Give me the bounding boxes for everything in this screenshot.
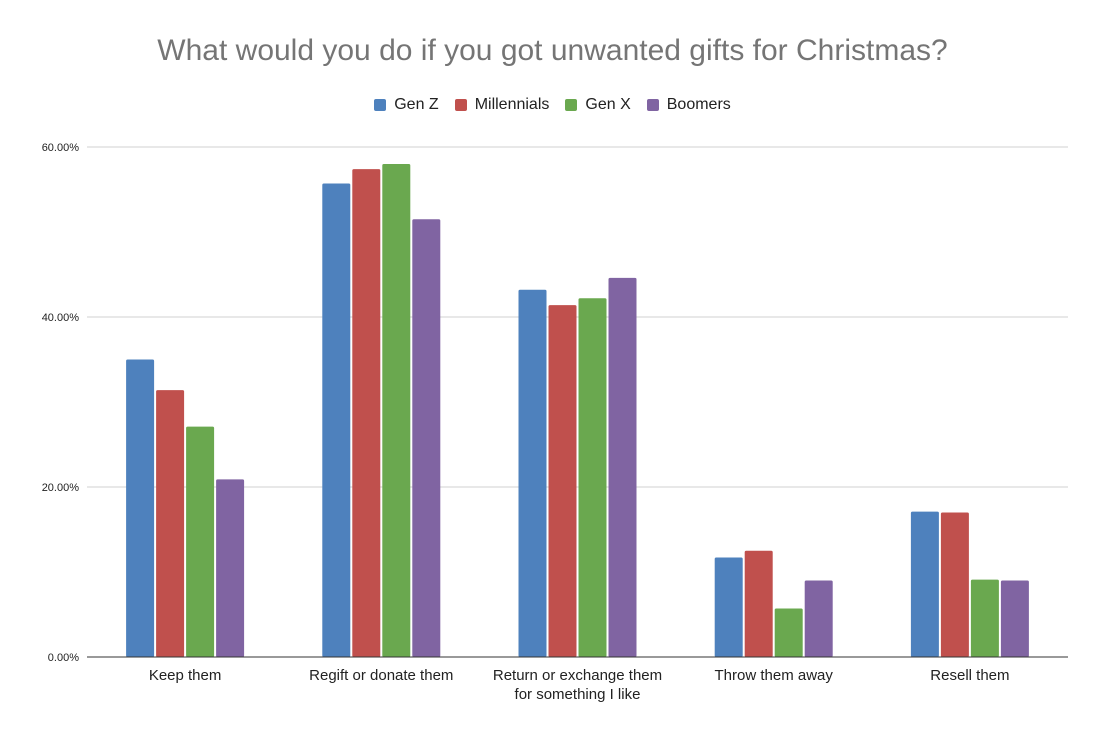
x-tick-label: Regift or donate them [309, 667, 453, 684]
legend-label-gen-z: Gen Z [394, 96, 439, 113]
bar-gen-x [578, 298, 607, 657]
y-tick-label: 40.00% [42, 312, 80, 324]
legend-swatch-millennials [454, 99, 467, 111]
y-tick-label: 20.00% [42, 482, 80, 494]
legend-label-millennials: Millennials [474, 96, 550, 113]
legend-item-boomers[interactable]: Boomers [646, 96, 731, 114]
y-tick-label: 0.00% [48, 652, 79, 664]
bar-gen-x [970, 579, 999, 657]
bar-boomers [1000, 580, 1029, 657]
legend: Gen Z Millennials Gen X Boomers [0, 96, 1105, 114]
bar-boomers [216, 479, 245, 657]
x-tick-label: Resell them [930, 667, 1009, 684]
legend-swatch-boomers [646, 99, 659, 111]
legend-label-boomers: Boomers [666, 96, 731, 113]
bar-boomers [412, 219, 441, 657]
legend-swatch-gen-x [565, 99, 578, 111]
bar-gen-z [910, 511, 939, 657]
bar-gen-z [322, 183, 351, 658]
bar-millennials [548, 305, 577, 657]
y-tick-label: 60.00% [42, 142, 80, 154]
bar-gen-x [774, 608, 803, 657]
legend-item-gen-x[interactable]: Gen X [565, 96, 631, 114]
bar-millennials [744, 550, 773, 657]
legend-label-gen-x: Gen X [585, 96, 631, 113]
chart-title: What would you do if you got unwanted gi… [157, 34, 948, 67]
bar-boomers [608, 277, 637, 657]
bar-gen-x [186, 426, 215, 657]
bar-gen-z [518, 289, 547, 657]
x-tick-label: for something I like [515, 686, 641, 703]
bar-gen-z [714, 557, 743, 657]
bar-millennials [156, 390, 185, 657]
legend-swatch-gen-z [374, 99, 387, 111]
bar-gen-x [382, 164, 411, 657]
legend-item-millennials[interactable]: Millennials [454, 96, 550, 114]
x-tick-label: Return or exchange them [493, 667, 662, 684]
bar-millennials [940, 512, 969, 657]
bar-gen-z [126, 359, 155, 657]
bar-boomers [804, 580, 833, 657]
bar-millennials [352, 169, 381, 657]
x-tick-label: Throw them away [715, 667, 834, 684]
legend-item-gen-z[interactable]: Gen Z [374, 96, 439, 114]
x-tick-label: Keep them [149, 667, 222, 684]
